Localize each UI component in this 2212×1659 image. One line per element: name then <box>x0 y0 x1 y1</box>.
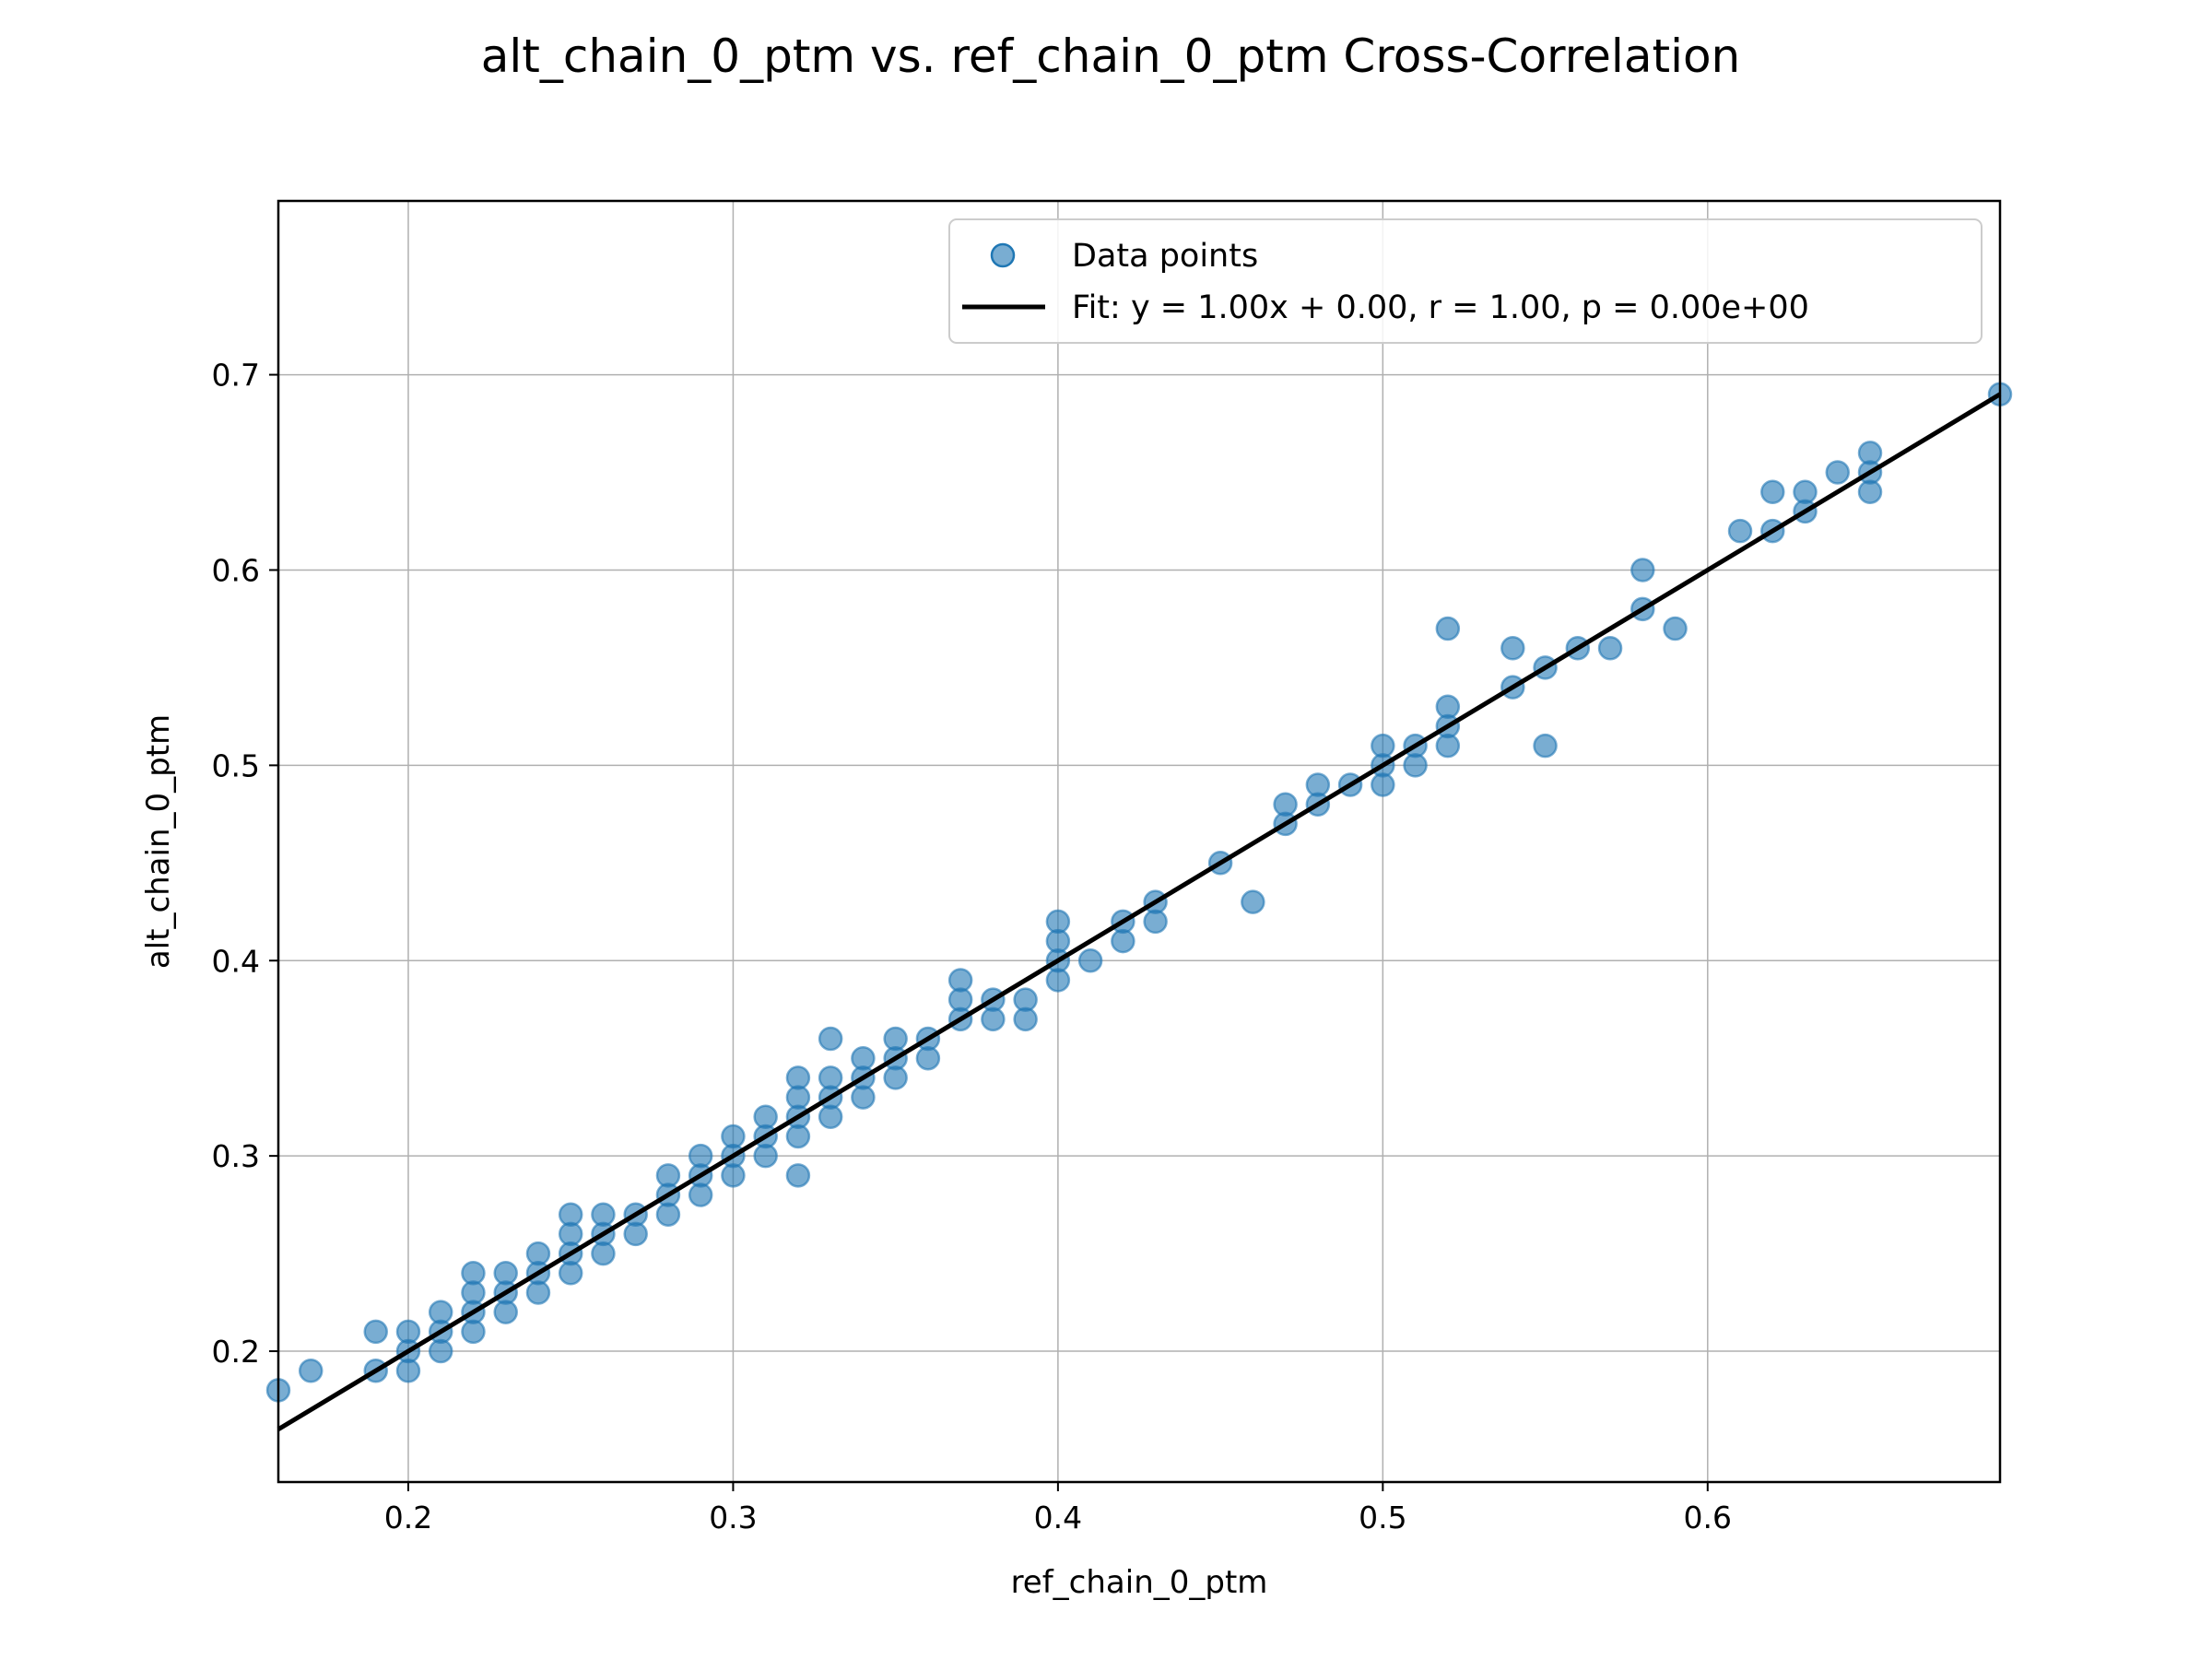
x-tick-label: 0.6 <box>1684 1500 1732 1535</box>
data-point <box>1630 558 1655 582</box>
legend-box <box>948 218 1983 344</box>
data-point <box>428 1300 453 1324</box>
data-point <box>298 1358 324 1383</box>
data-point <box>1793 479 1818 504</box>
x-tick-label: 0.3 <box>709 1500 757 1535</box>
data-point <box>1241 889 1265 914</box>
y-axis-label: alt_chain_0_ptm <box>140 714 177 969</box>
data-point <box>1305 772 1331 797</box>
fit-line <box>276 392 2002 1431</box>
data-point <box>1663 616 1688 641</box>
data-point <box>785 1163 811 1188</box>
data-point <box>1857 441 1883 465</box>
data-point <box>655 1163 681 1188</box>
data-point <box>851 1045 876 1071</box>
y-tick-label: 0.3 <box>212 1138 260 1174</box>
data-point <box>591 1202 616 1227</box>
y-axis-ticks: 0.2 0.3 0.4 0.5 0.6 0.7 <box>212 358 278 1370</box>
x-axis-label: ref_chain_0_ptm <box>1011 1564 1268 1601</box>
data-point <box>1435 616 1461 641</box>
y-tick-label: 0.6 <box>212 552 260 588</box>
data-point <box>1435 694 1461 720</box>
data-point <box>493 1261 518 1286</box>
data-point <box>1013 987 1038 1012</box>
legend-label-fit: Fit: y = 1.00x + 0.00, r = 1.00, p = 0.0… <box>1072 289 1809 326</box>
data-point <box>558 1202 583 1227</box>
data-point <box>1597 635 1623 661</box>
data-point <box>883 1026 908 1052</box>
data-point <box>1273 792 1298 817</box>
grid-lines <box>278 201 2000 1482</box>
chart-title: alt_chain_0_ptm vs. ref_chain_0_ptm Cros… <box>481 29 1741 83</box>
plot-frame <box>276 199 2002 1484</box>
data-point <box>1727 518 1753 544</box>
x-tick-label: 0.5 <box>1359 1500 1406 1535</box>
data-point <box>1045 909 1071 935</box>
data-point <box>818 1065 843 1090</box>
data-point <box>1533 733 1558 759</box>
data-point <box>525 1241 551 1266</box>
data-point <box>1825 460 1851 485</box>
data-point <box>785 1065 811 1090</box>
y-tick-label: 0.2 <box>212 1334 260 1370</box>
x-tick-label: 0.2 <box>384 1500 432 1535</box>
y-tick-label: 0.5 <box>212 747 260 783</box>
data-point <box>461 1261 486 1286</box>
data-point <box>395 1319 421 1345</box>
data-point <box>721 1124 746 1149</box>
fit-line-group <box>276 392 2002 1431</box>
x-tick-label: 0.4 <box>1034 1500 1082 1535</box>
legend: Data points Fit: y = 1.00x + 0.00, r = 1… <box>948 218 1983 344</box>
data-point <box>1077 948 1103 973</box>
data-point <box>1500 635 1525 661</box>
y-tick-label: 0.7 <box>212 358 260 394</box>
data-point <box>1371 733 1395 759</box>
data-point <box>1760 479 1785 504</box>
data-point <box>818 1026 843 1052</box>
data-point <box>688 1143 713 1169</box>
data-point <box>947 968 973 993</box>
data-point <box>753 1104 778 1130</box>
x-axis-ticks: 0.2 0.3 0.4 0.5 0.6 <box>384 1482 1732 1535</box>
y-tick-label: 0.4 <box>212 943 260 979</box>
data-point <box>363 1319 388 1345</box>
data-points <box>265 382 2013 1403</box>
legend-label-points: Data points <box>1072 238 1258 275</box>
legend-marker-points <box>990 242 1016 268</box>
